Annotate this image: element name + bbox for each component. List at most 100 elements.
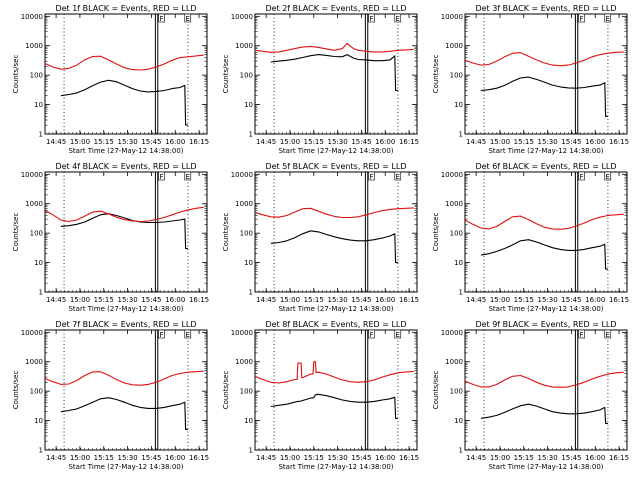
y-tick-label: 1 xyxy=(459,289,463,297)
x-tick-label: 15:45 xyxy=(561,454,581,462)
x-tick-label: 15:45 xyxy=(561,296,581,304)
x-tick-label: 15:00 xyxy=(280,296,300,304)
x-tick-label: 15:30 xyxy=(117,454,137,462)
panel-title: Det 1f BLACK = Events, RED = LLD xyxy=(55,4,196,13)
y-tick-label: 10 xyxy=(454,101,463,109)
panel-title: Det 3f BLACK = Events, RED = LLD xyxy=(475,4,616,13)
series-line-events xyxy=(480,76,608,117)
y-tick-label: 1000 xyxy=(25,42,43,50)
plot-frame xyxy=(44,329,208,451)
x-axis-label: Start Time (27-May-12 14:38:00) xyxy=(68,147,183,155)
y-axis-label: Counts/sec xyxy=(222,55,230,94)
x-tick-label: 15:30 xyxy=(537,138,557,146)
y-tick-label: 10000 xyxy=(441,13,463,21)
x-tick-label: 16:00 xyxy=(585,138,605,146)
marker-box-label: E xyxy=(606,173,610,181)
series-line-lld xyxy=(254,361,414,384)
x-tick-label: 16:15 xyxy=(399,454,419,462)
y-tick-label: 1 xyxy=(249,447,253,455)
y-tick-label: 10 xyxy=(244,101,253,109)
y-axis-label: Counts/sec xyxy=(12,371,20,410)
marker-box-label: F xyxy=(580,173,584,181)
marker-box xyxy=(394,171,402,181)
x-tick-label: 16:00 xyxy=(375,296,395,304)
y-tick-label: 10000 xyxy=(21,171,43,179)
y-tick-label: 1 xyxy=(459,447,463,455)
y-tick-label: 10 xyxy=(454,417,463,425)
y-axis-label: Counts/sec xyxy=(222,213,230,252)
x-tick-label: 15:30 xyxy=(537,296,557,304)
x-tick-label: 15:30 xyxy=(327,138,347,146)
detector-panel-5: Det 5f BLACK = Events, RED = LLD 1 10 100 10… xyxy=(222,162,419,313)
x-tick-label: 15:15 xyxy=(514,296,534,304)
marker-box xyxy=(368,329,375,339)
x-tick-label: 15:15 xyxy=(304,138,324,146)
x-tick-label: 15:00 xyxy=(280,138,300,146)
x-tick-label: 15:00 xyxy=(280,454,300,462)
x-tick-label: 14:45 xyxy=(466,296,486,304)
series-line-lld xyxy=(254,42,414,53)
y-tick-label: 10 xyxy=(454,259,463,267)
x-tick-label: 15:15 xyxy=(514,138,534,146)
marker-box-label: E xyxy=(606,15,610,23)
x-tick-label: 16:15 xyxy=(609,296,629,304)
x-tick-label: 15:30 xyxy=(537,454,557,462)
x-tick-label: 14:45 xyxy=(46,138,66,146)
y-tick-label: 1 xyxy=(459,131,463,139)
marker-box-label: E xyxy=(396,331,400,339)
x-tick-label: 15:00 xyxy=(70,138,90,146)
y-tick-label: 1 xyxy=(249,131,253,139)
marker-box-label: F xyxy=(580,15,584,23)
panel-title: Det 5f BLACK = Events, RED = LLD xyxy=(265,162,406,171)
y-tick-label: 10 xyxy=(34,101,43,109)
x-tick-label: 16:00 xyxy=(165,138,185,146)
series-line-events xyxy=(270,54,398,92)
marker-box xyxy=(184,171,192,181)
series-line-lld xyxy=(464,213,624,230)
x-tick-label: 14:45 xyxy=(466,138,486,146)
marker-box xyxy=(394,329,402,339)
y-tick-label: 10 xyxy=(244,259,253,267)
y-tick-label: 1000 xyxy=(25,200,43,208)
y-tick-label: 100 xyxy=(240,230,253,238)
x-axis-label: Start Time (27-May-12 14:38:00) xyxy=(488,463,603,471)
detector-panel-6: Det 6f BLACK = Events, RED = LLD 1 10 100 10… xyxy=(432,162,629,313)
series-line-events xyxy=(480,403,608,424)
x-tick-label: 16:00 xyxy=(375,138,395,146)
panel-title: Det 6f BLACK = Events, RED = LLD xyxy=(475,162,616,171)
panel-title: Det 9f BLACK = Events, RED = LLD xyxy=(475,320,616,329)
x-tick-label: 15:15 xyxy=(304,454,324,462)
detector-panel-2: Det 2f BLACK = Events, RED = LLD 1 10 100 10… xyxy=(222,4,419,155)
x-axis-label: Start Time (27-May-12 14:38:00) xyxy=(68,463,183,471)
marker-box-label: F xyxy=(370,173,374,181)
marker-box xyxy=(368,171,375,181)
x-tick-label: 16:00 xyxy=(165,296,185,304)
x-tick-label: 16:15 xyxy=(399,138,419,146)
marker-box xyxy=(158,171,165,181)
y-tick-label: 10 xyxy=(34,259,43,267)
x-tick-label: 14:45 xyxy=(256,454,276,462)
y-tick-label: 10000 xyxy=(21,329,43,337)
detector-panel-8: Det 8f BLACK = Events, RED = LLD 1 10 100 10… xyxy=(222,320,419,471)
plot-frame xyxy=(44,171,208,293)
x-tick-label: 15:15 xyxy=(94,296,114,304)
x-tick-label: 15:45 xyxy=(351,454,371,462)
series-line-events xyxy=(270,393,398,419)
x-tick-label: 16:15 xyxy=(189,454,209,462)
y-tick-label: 100 xyxy=(30,230,43,238)
x-tick-label: 16:00 xyxy=(375,454,395,462)
x-tick-label: 14:45 xyxy=(466,454,486,462)
marker-box xyxy=(604,171,612,181)
y-tick-label: 10000 xyxy=(441,171,463,179)
plot-frame xyxy=(44,13,208,135)
marker-box-label: E xyxy=(396,173,400,181)
plot-frame xyxy=(254,171,418,293)
y-tick-label: 1000 xyxy=(445,358,463,366)
panel-title: Det 8f BLACK = Events, RED = LLD xyxy=(265,320,406,329)
y-tick-label: 1 xyxy=(39,289,43,297)
y-tick-label: 1 xyxy=(39,447,43,455)
y-axis-label: Counts/sec xyxy=(432,55,440,94)
x-tick-label: 15:15 xyxy=(94,138,114,146)
x-tick-label: 15:30 xyxy=(117,138,137,146)
